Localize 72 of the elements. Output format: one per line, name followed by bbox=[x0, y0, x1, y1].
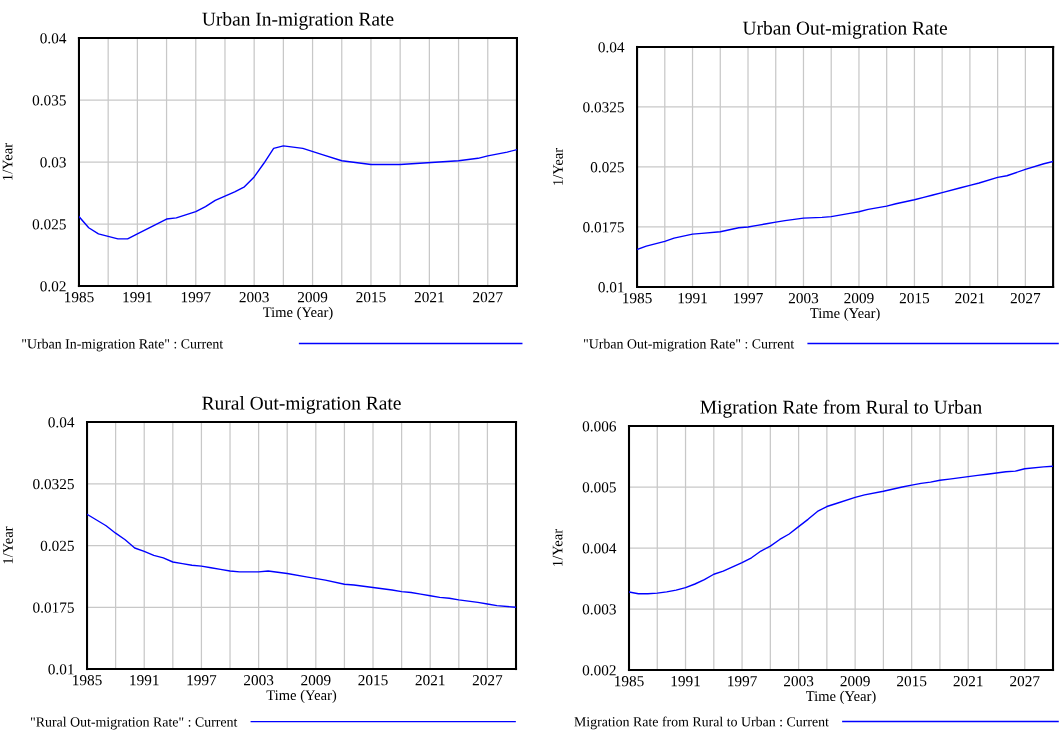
y-tick-label: 0.035 bbox=[32, 95, 66, 106]
y-tick-label: 0.006 bbox=[582, 421, 617, 432]
x-tick-label: 1985 bbox=[73, 675, 102, 686]
text: "Rural Out-migration Rate" : Current bbox=[30, 716, 238, 730]
chart-title: Urban In-migration Rate bbox=[202, 12, 394, 30]
x-tick-label: 2015 bbox=[358, 675, 388, 686]
y-tick-label: 0.04 bbox=[598, 42, 625, 53]
x-tick-label: 2021 bbox=[414, 292, 444, 303]
y-axis-title: 1/Year bbox=[553, 148, 563, 185]
y-tick-label: 0.0175 bbox=[583, 222, 624, 233]
y-tick-label: 0.01 bbox=[48, 664, 74, 675]
y-tick-label: 0.02 bbox=[40, 281, 66, 292]
x-axis-title: Time (Year) bbox=[266, 689, 337, 704]
x-tick-label: 2003 bbox=[244, 675, 274, 686]
line-series bbox=[637, 160, 1054, 251]
y-tick-label: 0.002 bbox=[582, 665, 616, 676]
line-series bbox=[629, 465, 1053, 595]
x-tick-label: 2027 bbox=[1010, 292, 1041, 304]
x-tick-label: 2009 bbox=[301, 675, 331, 686]
x-axis-title: Time (Year) bbox=[806, 690, 876, 705]
y-tick-label: 0.0325 bbox=[33, 478, 74, 490]
x-tick-label: 2015 bbox=[897, 675, 927, 687]
x-tick-label: 1997 bbox=[734, 293, 763, 304]
x-tick-label: 1991 bbox=[678, 293, 707, 304]
x-tick-label: 1991 bbox=[671, 676, 700, 687]
x-tick-label: 1997 bbox=[187, 675, 217, 686]
y-tick-label: 0.04 bbox=[40, 33, 67, 44]
text: "Urban Out-migration Rate" : Current bbox=[583, 338, 795, 352]
y-tick-label: 0.04 bbox=[48, 417, 75, 428]
x-tick-label: 2021 bbox=[415, 675, 445, 686]
x-tick-label: 2009 bbox=[297, 292, 328, 303]
y-tick-label: 0.025 bbox=[32, 219, 66, 230]
x-tick-label: 2003 bbox=[239, 292, 269, 303]
y-tick-label: 0.005 bbox=[582, 482, 616, 493]
x-tick-label: 1985 bbox=[65, 292, 94, 303]
y-tick-label: 0.025 bbox=[40, 540, 74, 552]
x-tick-label: 1997 bbox=[181, 292, 211, 303]
y-axis-title: 1/Year bbox=[2, 143, 13, 180]
y-tick-label: 0.0325 bbox=[583, 102, 624, 113]
x-tick-label: 2027 bbox=[1010, 675, 1040, 687]
x-tick-label: 2015 bbox=[356, 292, 386, 303]
chart-title: Rural Out-migration Rate bbox=[202, 396, 401, 414]
x-axis-title: Time (Year) bbox=[810, 307, 880, 321]
x-tick-label: 2009 bbox=[844, 292, 874, 304]
x-tick-label: 2021 bbox=[955, 292, 985, 304]
x-tick-label: 1991 bbox=[130, 675, 159, 686]
y-tick-label: 0.03 bbox=[40, 157, 66, 168]
chart-title: Urban Out-migration Rate bbox=[742, 21, 948, 39]
y-tick-label: 0.0175 bbox=[33, 602, 74, 613]
text: "Urban In-migration Rate" : Current bbox=[22, 338, 224, 352]
x-tick-label: 2021 bbox=[953, 675, 983, 687]
x-tick-label: 1985 bbox=[615, 675, 644, 687]
x-axis-title: Time (Year) bbox=[262, 306, 333, 321]
x-tick-label: 2015 bbox=[899, 292, 930, 304]
x-tick-label: 2003 bbox=[788, 292, 819, 304]
x-tick-label: 1985 bbox=[623, 292, 652, 304]
x-tick-label: 1997 bbox=[728, 676, 757, 687]
x-tick-label: 2027 bbox=[472, 675, 503, 686]
line-series bbox=[78, 145, 517, 240]
y-tick-label: 0.01 bbox=[598, 282, 624, 293]
y-tick-label: 0.003 bbox=[582, 604, 616, 615]
y-axis-title: 1/Year bbox=[3, 526, 13, 564]
y-axis-title: 1/Year bbox=[552, 529, 563, 566]
chart-title: Migration Rate from Rural to Urban bbox=[700, 399, 982, 418]
line-series bbox=[87, 513, 517, 608]
x-tick-label: 1991 bbox=[123, 292, 152, 303]
y-tick-label: 0.004 bbox=[582, 543, 617, 554]
y-tick-label: 0.025 bbox=[590, 162, 624, 173]
text: Migration Rate from Rural to Urban : Current bbox=[574, 716, 829, 730]
x-tick-label: 2009 bbox=[840, 675, 870, 687]
x-tick-label: 2027 bbox=[473, 292, 503, 303]
x-tick-label: 2003 bbox=[784, 675, 814, 687]
